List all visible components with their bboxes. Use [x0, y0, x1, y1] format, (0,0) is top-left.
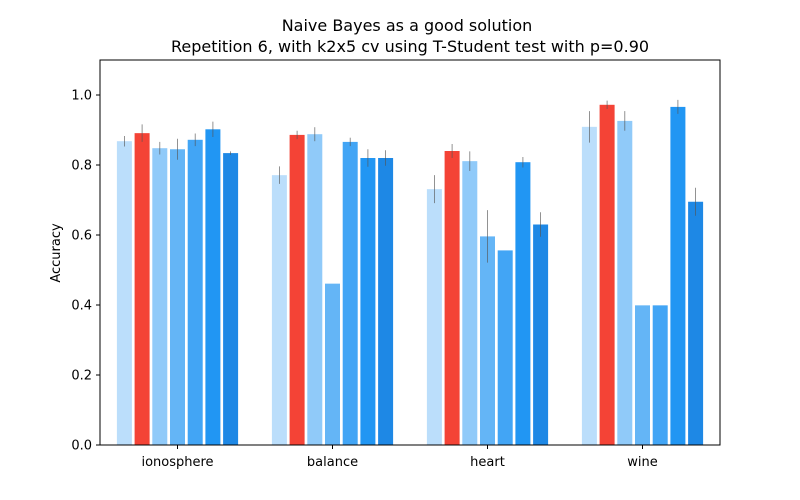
bar	[187, 139, 203, 446]
bar	[116, 141, 132, 445]
bar	[289, 134, 305, 445]
x-tick-label: wine	[627, 455, 657, 470]
bar	[670, 106, 686, 446]
bar	[444, 151, 460, 445]
plot-area: ionosphere balance heart wine 0.0 0.2 0.4 0.6 0.…	[71, 59, 721, 470]
y-tick-label: 1.0	[71, 89, 92, 104]
plot-frame	[99, 59, 721, 446]
x-tick-label: heart	[470, 455, 505, 470]
bar	[342, 141, 358, 445]
bar	[426, 189, 442, 445]
bar	[599, 104, 615, 446]
bar	[581, 126, 597, 445]
bar	[223, 153, 239, 445]
chart-subtitle: Repetition 6, with k2x5 cv using T-Stude…	[171, 37, 649, 56]
y-tick-label: 0.4	[71, 299, 92, 314]
bar	[515, 162, 531, 445]
y-tick-label: 0.6	[71, 229, 92, 244]
chart-title: Naive Bayes as a good solution	[282, 16, 533, 35]
bar	[635, 305, 650, 445]
y-tick-label: 0.2	[71, 369, 92, 384]
y-axis-label: Accuracy	[49, 223, 64, 283]
bar	[307, 134, 323, 445]
bar	[134, 133, 150, 445]
bar	[533, 224, 549, 445]
bar	[360, 158, 376, 445]
x-tick-label: balance	[307, 455, 358, 470]
bar	[170, 149, 185, 445]
bar	[152, 148, 168, 445]
bar	[205, 129, 221, 446]
x-tick-label: ionosphere	[141, 455, 213, 470]
y-tick-label: 0.0	[71, 439, 92, 454]
bar	[271, 175, 287, 445]
bar	[325, 283, 340, 445]
y-tick-label: 0.8	[71, 159, 92, 174]
bar	[462, 161, 478, 445]
bar	[378, 158, 394, 445]
bar	[480, 236, 495, 445]
bar	[652, 305, 668, 445]
bar	[688, 201, 704, 445]
bar	[617, 120, 633, 446]
bar	[497, 250, 513, 445]
